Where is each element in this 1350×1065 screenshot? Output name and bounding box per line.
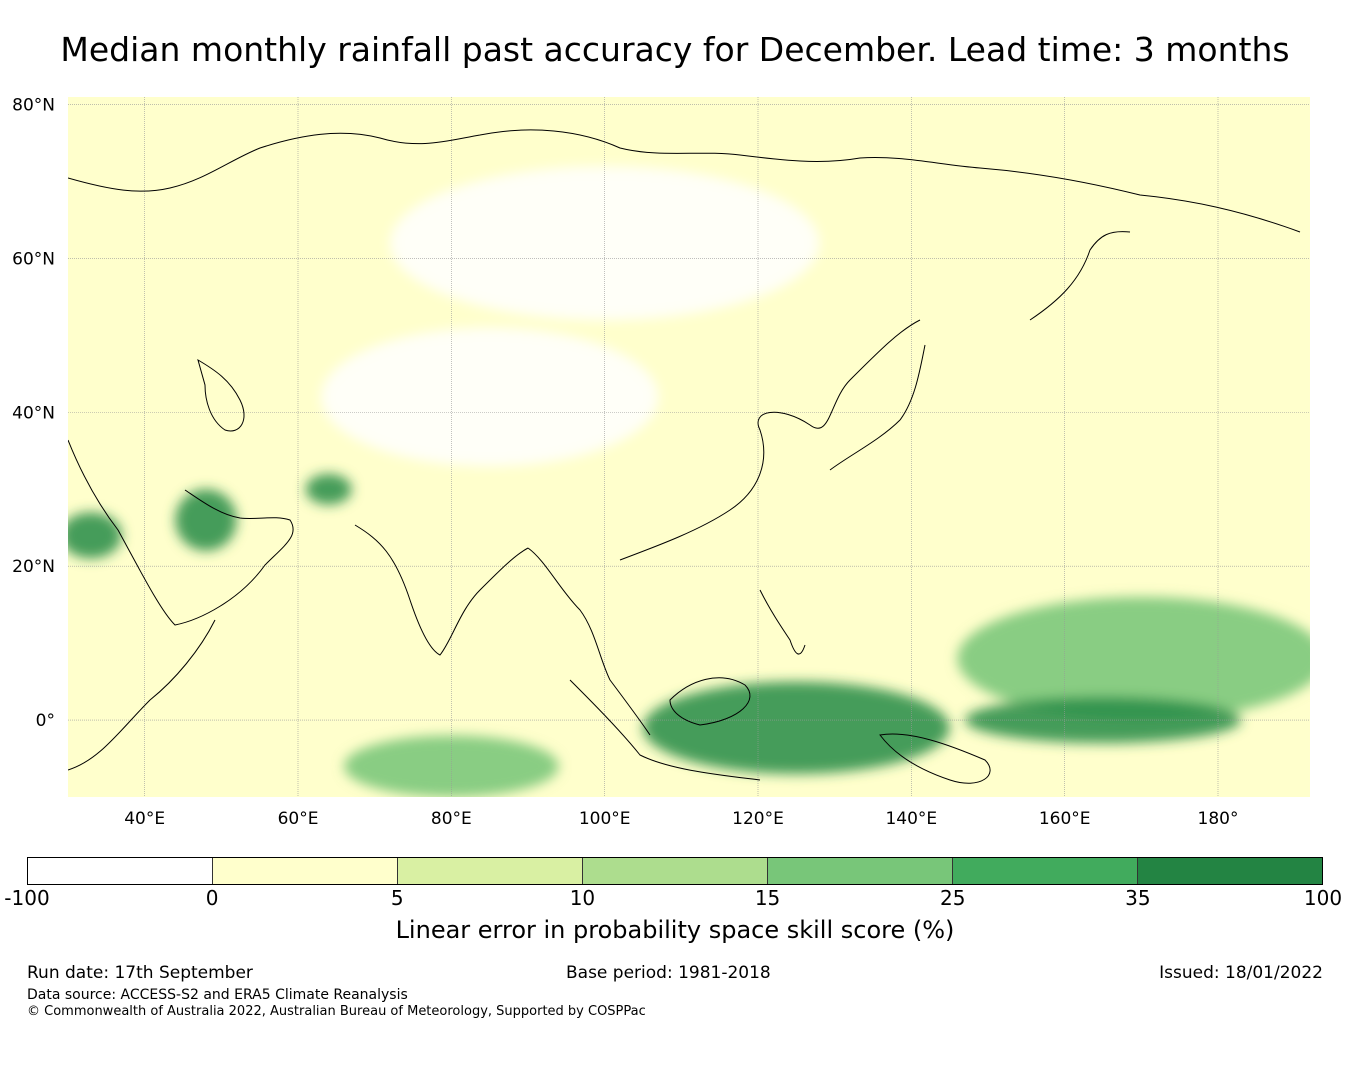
lon-label: 140°E	[885, 809, 937, 829]
colorbar-tick-label: 5	[390, 886, 404, 910]
coastline-new-guinea	[879, 733, 991, 784]
coastline-southeast-asia	[527, 547, 651, 736]
coastline-caspian	[197, 358, 245, 432]
lat-label: 0°	[36, 711, 55, 731]
skill-region-red-sea-high	[68, 512, 122, 559]
colorbar	[27, 857, 1323, 885]
skill-region-iran-high	[305, 473, 352, 505]
colorbar-tick-label: 25	[939, 886, 966, 910]
lon-label: 180°	[1198, 809, 1239, 829]
colorbar-segment	[583, 858, 768, 884]
coastline-arabia	[68, 439, 294, 626]
coastline-philippines	[759, 589, 806, 655]
lat-label: 20°N	[12, 557, 55, 577]
colorbar-segment	[1138, 858, 1322, 884]
skill-region-pacific-moderate	[957, 597, 1310, 721]
colorbar-segment	[28, 858, 213, 884]
colorbar-tick-label: 0	[205, 886, 219, 910]
lon-label: 100°E	[579, 809, 631, 829]
colorbar-label: Linear error in probability space skill …	[395, 916, 955, 944]
colorbar-tick-label: 35	[1125, 886, 1151, 910]
coastline-east-africa	[68, 619, 216, 771]
chart-title: Median monthly rainfall past accuracy fo…	[60, 30, 1290, 69]
coastline-india	[354, 524, 529, 656]
lat-label: 40°N	[12, 403, 55, 423]
skill-region-central-asia-neutral	[321, 327, 659, 467]
lat-label: 80°N	[12, 96, 55, 116]
coastline-china	[619, 319, 921, 561]
coastline-borneo	[669, 677, 751, 726]
data-source: Data source: ACCESS-S2 and ERA5 Climate …	[27, 987, 408, 1003]
coastline-kamchatka	[1029, 231, 1131, 321]
coastline-japan	[829, 344, 926, 471]
lon-label: 120°E	[732, 809, 784, 829]
colorbar-tick-label: 100	[1303, 886, 1343, 910]
lon-label: 60°E	[278, 809, 319, 829]
skill-region-maritime-continent-high	[643, 681, 950, 774]
lon-label: 80°E	[431, 809, 472, 829]
colorbar-tick-label: -100	[4, 886, 50, 910]
colorbar-tick-label: 15	[754, 886, 781, 910]
colorbar-tick-label: 10	[569, 886, 596, 910]
skill-region-arabia-high	[175, 489, 237, 551]
colorbar-segment	[953, 858, 1138, 884]
lat-label: 60°N	[12, 250, 55, 270]
skill-region-indian-ocean-moderate	[344, 735, 559, 797]
lon-label: 40°E	[124, 809, 165, 829]
copyright: © Commonwealth of Australia 2022, Austra…	[27, 1004, 646, 1019]
colorbar-segment	[398, 858, 583, 884]
colorbar-segment	[768, 858, 953, 884]
base-period: Base period: 1981-2018	[566, 963, 771, 983]
run-date: Run date: 17th September	[27, 963, 253, 983]
coastline-sumatra-java	[569, 679, 761, 781]
coastline-eurasia-north	[68, 129, 1301, 233]
lon-label: 160°E	[1039, 809, 1091, 829]
issued-date: Issued: 18/01/2022	[1159, 963, 1323, 983]
colorbar-segment	[213, 858, 398, 884]
